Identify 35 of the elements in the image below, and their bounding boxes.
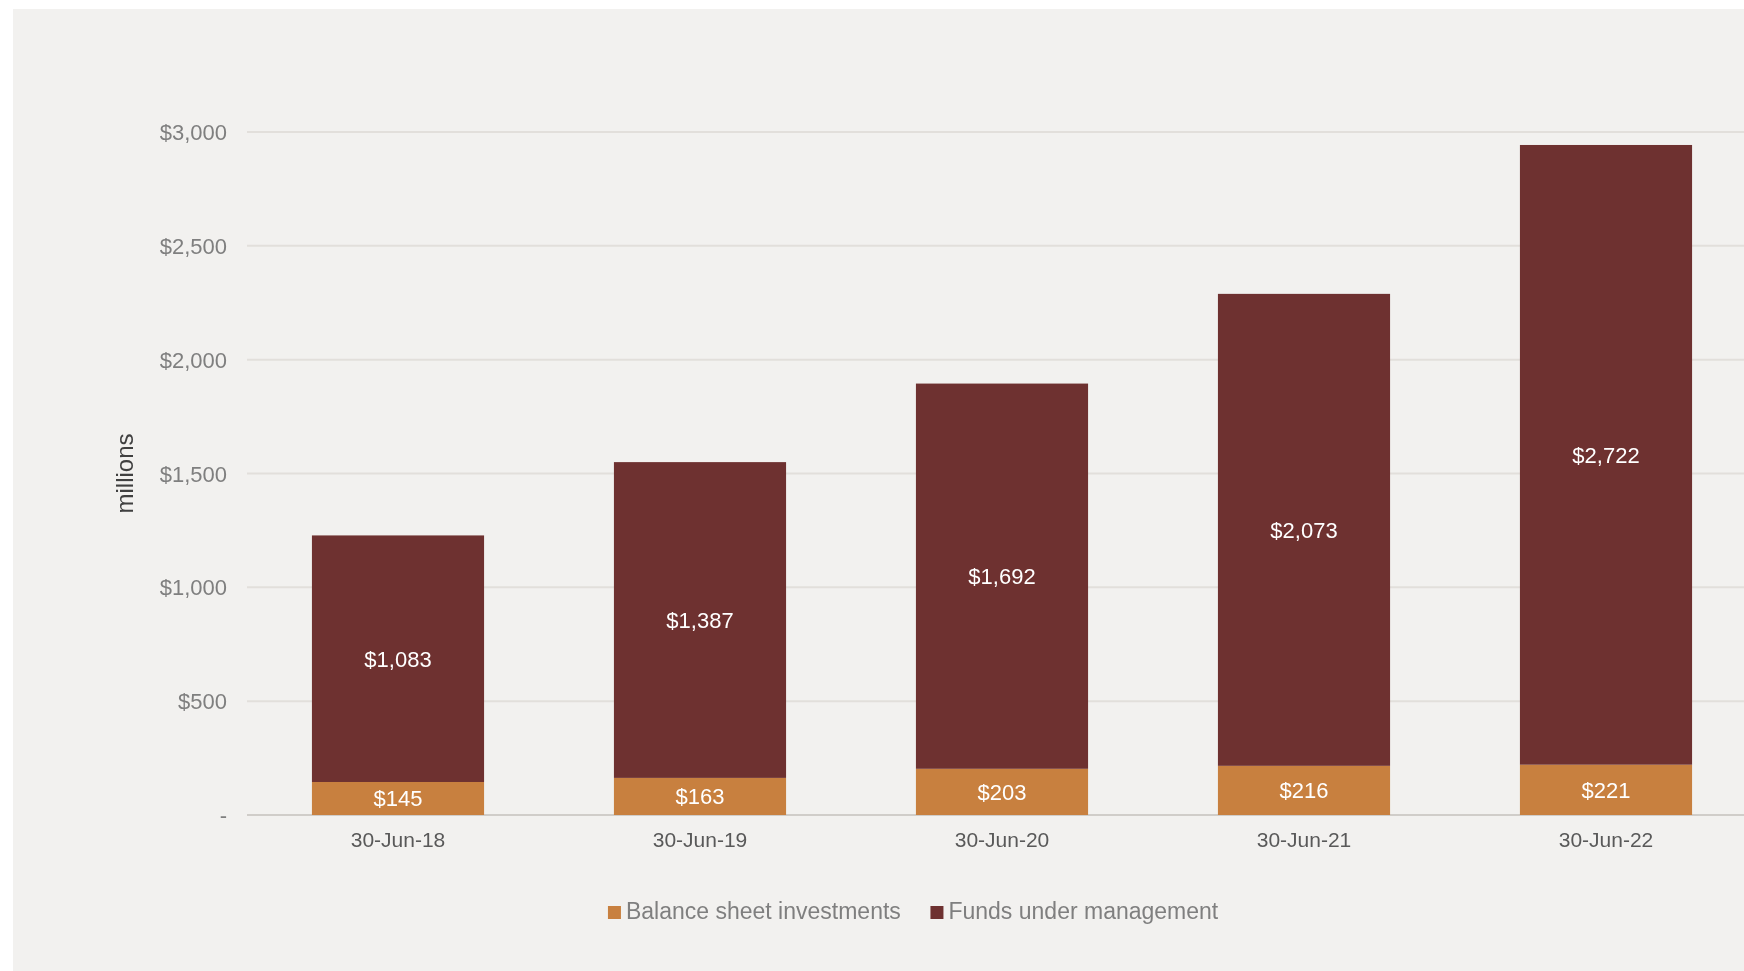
data-label: $216: [1279, 778, 1329, 804]
data-label: $1,083: [364, 646, 432, 672]
bar: [1519, 764, 1693, 815]
x-tick-label: 30-Jun-19: [652, 828, 748, 851]
x-tick-label: 30-Jun-21: [1256, 828, 1352, 851]
y-axis-title: millions: [111, 433, 138, 514]
data-label: $2,722: [1572, 442, 1640, 468]
data-label: $2,073: [1270, 517, 1338, 543]
data-label: $1,387: [666, 608, 734, 633]
bar: [915, 768, 1089, 815]
y-tick-label: $3,000: [159, 120, 227, 145]
bar: [1519, 144, 1693, 765]
x-tick-label: 30-Jun-18: [350, 828, 446, 851]
data-label: $145: [373, 786, 423, 812]
data-label: $221: [1581, 777, 1631, 803]
bar: [311, 535, 485, 782]
data-label: $163: [675, 784, 725, 810]
data-label: $1,692: [968, 564, 1036, 590]
x-tick-label: 30-Jun-20: [954, 828, 1050, 851]
y-tick-label: $1,500: [159, 461, 227, 487]
y-tick-label: $1,000: [159, 575, 227, 601]
bar: [915, 383, 1089, 769]
bar: [613, 777, 787, 815]
x-tick-label: 30-Jun-22: [1558, 828, 1654, 851]
bar: [311, 781, 485, 815]
y-tick-label: $500: [178, 689, 227, 715]
y-tick-label: -: [219, 803, 227, 828]
legend-label: Balance sheet investments: [625, 898, 901, 924]
bar: [613, 462, 787, 778]
legend-label: Funds under management: [948, 898, 1219, 924]
data-label: $203: [977, 779, 1027, 805]
y-tick-label: $2,500: [159, 233, 227, 259]
y-tick-label: $2,000: [159, 347, 227, 373]
bar: [1217, 765, 1391, 815]
bar: [1217, 293, 1391, 766]
